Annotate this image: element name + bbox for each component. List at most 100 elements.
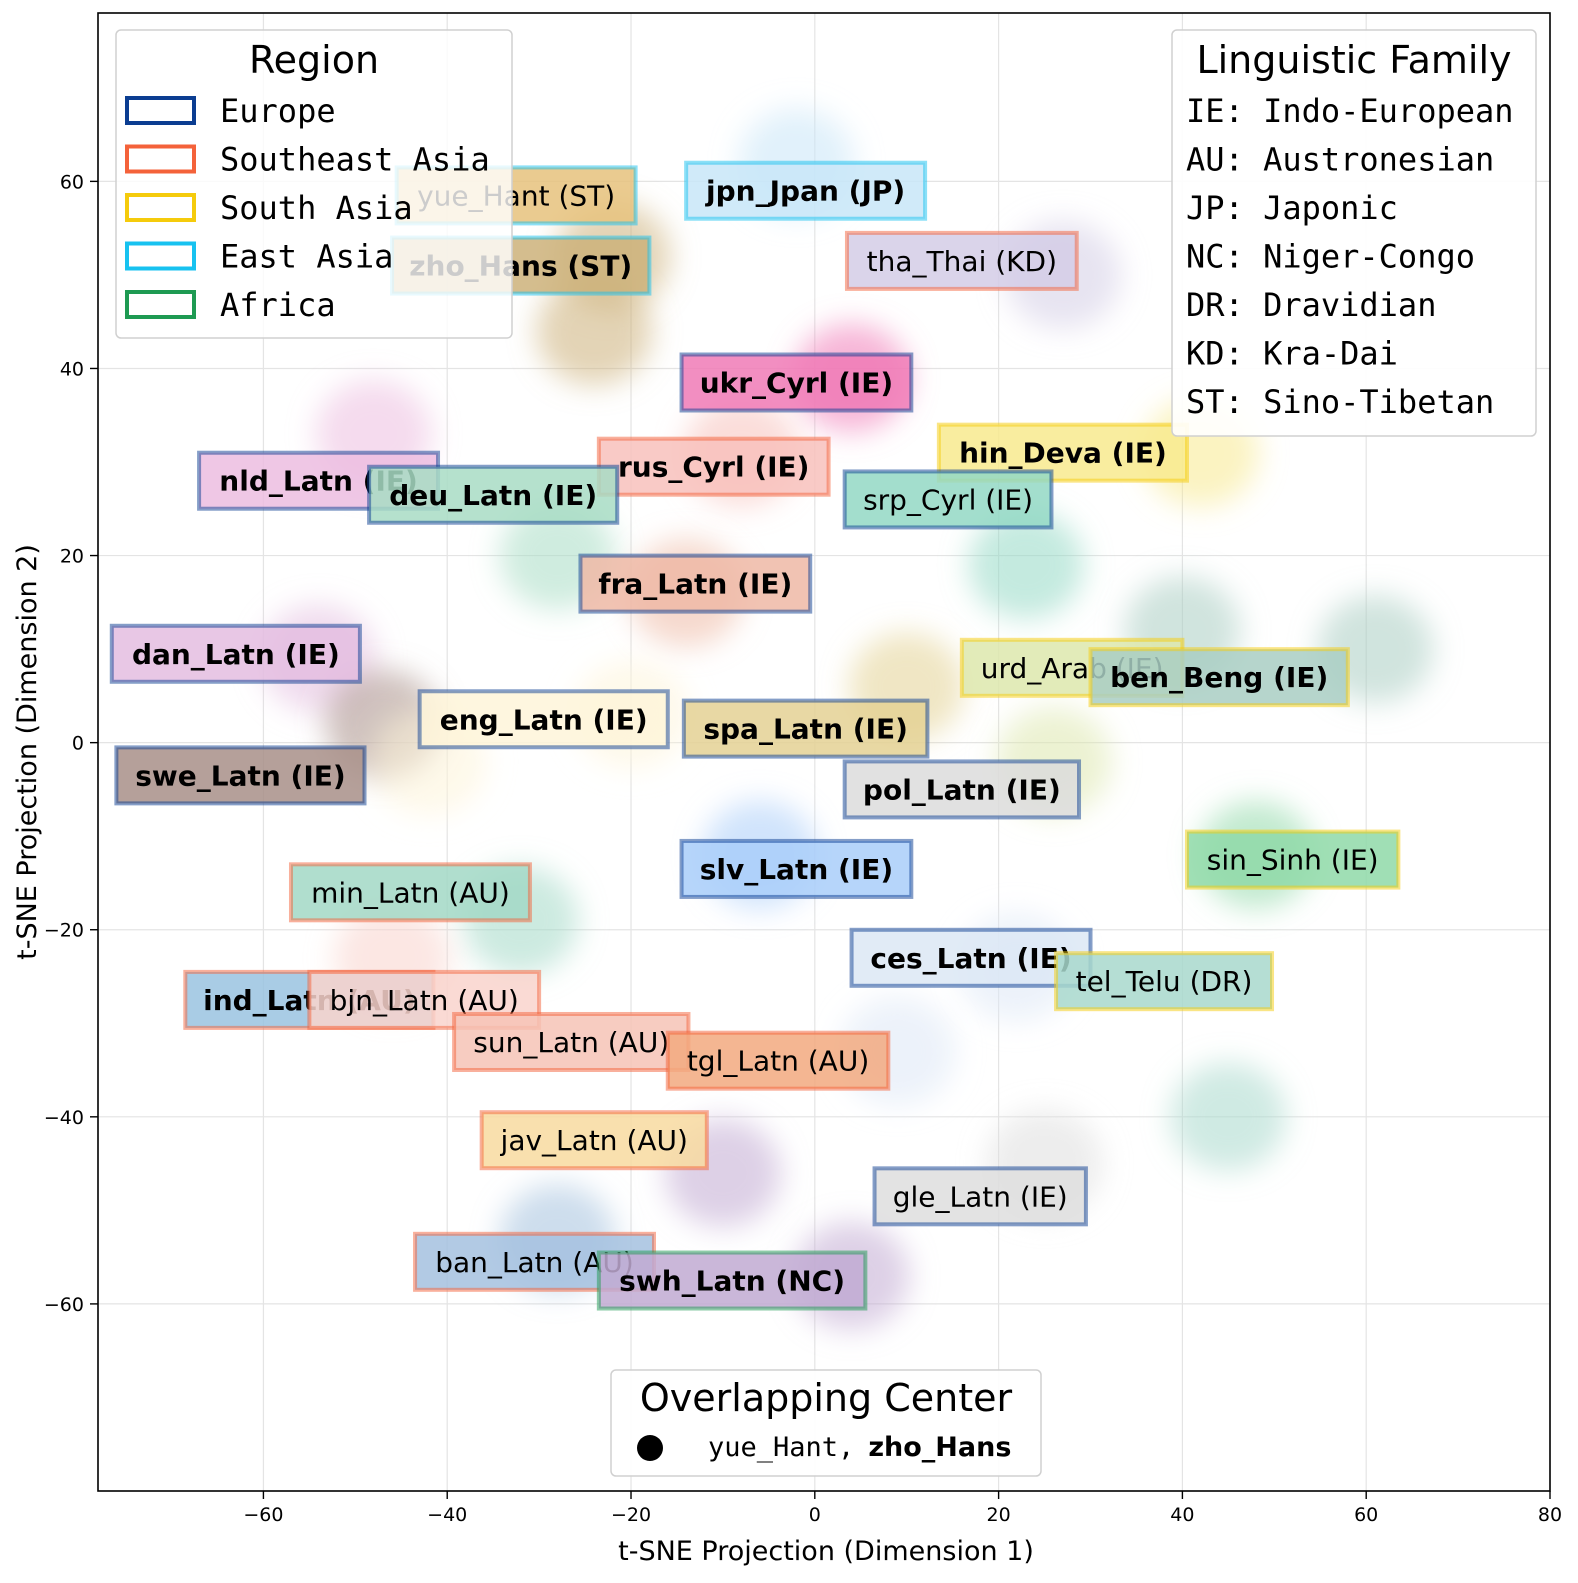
language-label-box: [1088, 647, 1350, 708]
language-label-text: fra_Latn (IE): [598, 568, 792, 601]
language-label: ces_Latn (IE): [849, 927, 1093, 988]
language-label: swe_Latn (IE): [114, 745, 367, 806]
center-legend-entry: yue_Hant, zho_Hans: [708, 1432, 1011, 1463]
language-label-text: ukr_Cyrl (IE): [700, 367, 893, 400]
language-label: srp_Cyrl (IE): [842, 469, 1054, 530]
language-label-text: tha_Thai (KD): [867, 245, 1057, 278]
language-label-box: [578, 553, 813, 614]
region-swatch: [125, 193, 196, 222]
language-label-box: [367, 464, 620, 525]
language-label-text: ben_Beng (IE): [1110, 661, 1328, 694]
language-label-text: swe_Latn (IE): [135, 759, 345, 792]
language-label-text: jav_Latn (AU): [500, 1124, 688, 1157]
language-label-box: [1054, 951, 1275, 1012]
language-label-box: [452, 1011, 691, 1072]
x-tick-label: −20: [611, 1504, 651, 1526]
center-legend-box: [610, 1369, 1042, 1477]
language-label-box: [109, 623, 362, 684]
language-label: tel_Telu (DR): [1054, 951, 1275, 1012]
language-label: tha_Thai (KD): [844, 230, 1079, 291]
density-cluster: [1170, 1062, 1287, 1171]
family-legend-item: JP: Japonic: [1186, 189, 1398, 227]
region-legend-label: Africa: [220, 286, 336, 324]
language-label: min_Latn (AU): [288, 862, 532, 923]
language-label-box: [679, 838, 914, 899]
language-label-text: tgl_Latn (AU): [687, 1045, 869, 1078]
center-entry-bold: zho_Hans: [868, 1432, 1011, 1463]
family-legend-item: NC: Niger-Congo: [1186, 238, 1475, 276]
language-label-box: [479, 1110, 709, 1171]
center-entry-plain: yue_Hant,: [708, 1432, 854, 1463]
language-label-box: [681, 698, 930, 759]
language-label: pol_Latn (IE): [842, 759, 1082, 820]
language-label: sun_Latn (AU): [452, 1011, 691, 1072]
axis-ticks: −60 −40 −20 0 20 40 60 80 −60 −40 −20 0 20 40 60: [44, 171, 1562, 1526]
family-legend: Linguistic Family IE: Indo-European AU: A…: [1171, 29, 1537, 437]
y-tick-label: −20: [44, 920, 84, 942]
language-label: slv_Latn (IE): [679, 838, 914, 899]
language-label: jpn_Jpan (JP): [684, 160, 928, 221]
language-label-box: [872, 1166, 1088, 1227]
family-legend-box: [1171, 29, 1537, 437]
center-legend: Overlapping Center yue_Hant, zho_Hans: [610, 1369, 1042, 1477]
language-label-text: sun_Latn (AU): [473, 1026, 669, 1059]
family-legend-title: Linguistic Family: [1196, 38, 1511, 82]
language-label-box: [1185, 829, 1401, 890]
y-tick-label: 60: [60, 171, 84, 193]
language-label: bjn_Latn (AU): [307, 969, 542, 1030]
y-tick-label: 20: [60, 546, 84, 568]
language-label-box: [842, 759, 1082, 820]
y-tick-label: −40: [44, 1107, 84, 1129]
language-label: hin_Deva (IE): [936, 422, 1189, 483]
language-label: ben_Beng (IE): [1088, 647, 1350, 708]
density-cluster: [968, 510, 1085, 619]
y-tick-label: 40: [60, 358, 84, 380]
language-label: spa_Latn (IE): [681, 698, 930, 759]
language-label-box: [842, 469, 1054, 530]
y-axis-label: t-SNE Projection (Dimension 2): [12, 544, 43, 960]
language-label-text: srp_Cyrl (IE): [863, 483, 1033, 516]
language-label-text: tel_Telu (DR): [1076, 965, 1253, 998]
language-label-box: [288, 862, 532, 923]
language-label-box: [665, 1030, 891, 1091]
language-label-text: spa_Latn (IE): [703, 713, 908, 746]
center-marker: [637, 1435, 663, 1461]
language-label-box: [684, 160, 928, 221]
language-label-text: slv_Latn (IE): [700, 853, 893, 886]
region-legend-box: [115, 29, 513, 339]
density-cluster: [536, 277, 653, 386]
language-label-text: sin_Sinh (IE): [1207, 844, 1379, 877]
region-legend: Region Europe Southeast Asia South Asia Eas…: [115, 29, 513, 339]
language-label-text: jpn_Jpan (JP): [705, 175, 905, 208]
language-label-box: [417, 689, 670, 750]
family-legend-items: IE: Indo-European AU: Austronesian JP: Jap…: [1186, 92, 1514, 421]
language-label: tgl_Latn (AU): [665, 1030, 891, 1091]
language-label-text: bjn_Latn (AU): [330, 984, 519, 1017]
language-label: eng_Latn (IE): [417, 689, 670, 750]
language-label: sin_Sinh (IE): [1185, 829, 1401, 890]
region-swatch: [125, 96, 196, 125]
language-label: deu_Latn (IE): [367, 464, 620, 525]
region-legend-label: South Asia: [220, 189, 413, 227]
region-legend-items: Europe Southeast Asia South Asia East Asia A…: [125, 92, 490, 324]
language-label-text: gle_Latn (IE): [893, 1180, 1068, 1213]
language-label: swh_Latn (NC): [596, 1250, 868, 1311]
language-label-box: [114, 745, 367, 806]
x-tick-label: −40: [427, 1504, 467, 1526]
language-label: rus_Cyrl (IE): [596, 436, 831, 497]
region-swatch: [125, 144, 196, 174]
region-legend-label: Southeast Asia: [220, 141, 490, 179]
language-label-text: swh_Latn (NC): [619, 1265, 845, 1298]
x-axis-label: t-SNE Projection (Dimension 1): [618, 1536, 1034, 1567]
language-label: gle_Latn (IE): [872, 1166, 1088, 1227]
family-legend-item: DR: Dravidian: [1186, 286, 1436, 324]
language-label-box: [849, 927, 1093, 988]
x-tick-label: 20: [987, 1504, 1011, 1526]
center-legend-title: Overlapping Center: [640, 1376, 1013, 1420]
x-tick-label: 60: [1354, 1504, 1378, 1526]
language-label: fra_Latn (IE): [578, 553, 813, 614]
region-legend-label: East Asia: [220, 238, 393, 276]
language-label-text: eng_Latn (IE): [440, 703, 648, 736]
